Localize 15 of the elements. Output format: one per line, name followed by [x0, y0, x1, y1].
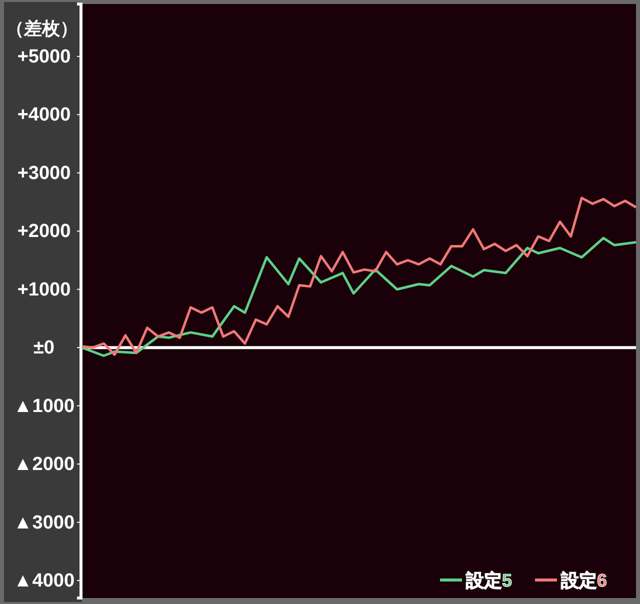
y-tick-label: +1000: [17, 279, 71, 300]
legend-label: 設定6: [560, 570, 608, 590]
y-tick-label: +3000: [17, 162, 71, 184]
y-tick-label: ±0: [34, 338, 54, 359]
y-tick-label: ▲2000: [13, 454, 75, 476]
line-series: [80, 236, 638, 357]
y-axis-title: （差枚）: [6, 18, 78, 38]
y-tick-label: +4000: [17, 104, 71, 126]
y-tick-label: ▲4000: [13, 570, 75, 592]
legend-label: 設定5: [465, 570, 512, 590]
y-tick-label: +5000: [17, 46, 71, 68]
y-tick-label: +2000: [17, 221, 71, 242]
line-series: [80, 196, 638, 356]
y-tick-label: ▲1000: [13, 396, 75, 417]
y-tick-label: ▲3000: [13, 512, 75, 534]
